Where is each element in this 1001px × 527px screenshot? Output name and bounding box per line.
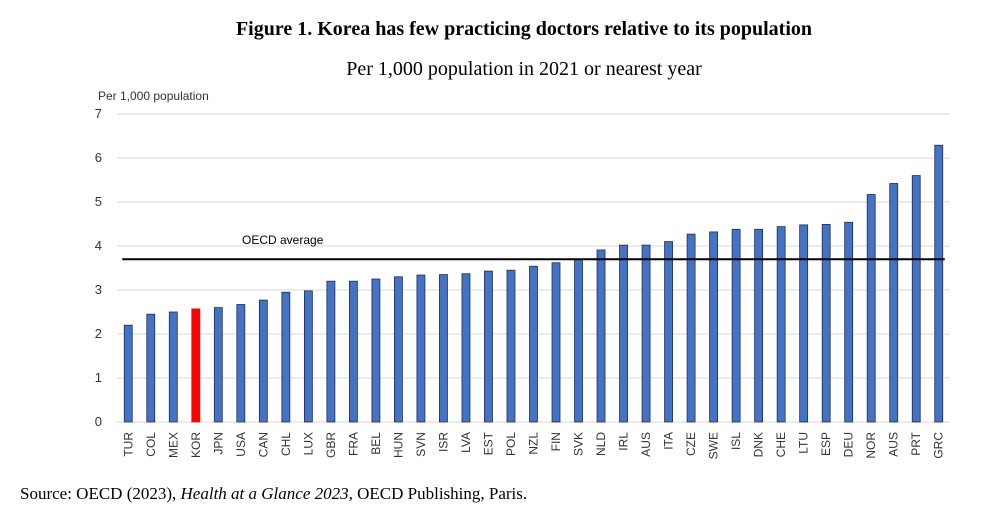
x-tick-label: LVA — [459, 432, 473, 453]
x-tick-label: ITA — [662, 432, 676, 450]
bar-tur — [123, 324, 133, 423]
bar-cze — [686, 233, 696, 423]
bar-hun — [394, 276, 403, 423]
x-tick-label: TUR — [121, 432, 135, 457]
bar-deu — [844, 221, 854, 423]
x-tick-label: POL — [504, 432, 518, 456]
gridlines — [117, 113, 950, 423]
x-tick-label: KOR — [189, 432, 203, 458]
bar-swe — [709, 231, 719, 423]
x-tick-label: SVN — [414, 432, 428, 457]
bar-lva — [461, 273, 471, 423]
bar-lux — [303, 290, 313, 423]
bar-svk — [574, 258, 583, 423]
bar-fin — [551, 262, 561, 423]
x-tick-label: FRA — [346, 432, 360, 456]
x-tick-label: BEL — [369, 432, 383, 455]
x-tick-label: NLD — [594, 432, 608, 456]
oecd-average-label: OECD average — [242, 233, 324, 247]
bar-col — [146, 313, 156, 423]
bar-jpn — [213, 307, 223, 423]
x-tick-label: LTU — [797, 432, 811, 454]
chart-subtitle: Per 1,000 population in 2021 or nearest … — [346, 58, 702, 80]
source-suffix: , OECD Publishing, Paris. — [348, 484, 528, 503]
bar-chl — [281, 291, 291, 423]
bar-aus — [889, 183, 899, 423]
x-tick-label: AUS — [639, 432, 653, 457]
x-tick-label: COL — [144, 432, 158, 457]
x-tick-label: ISL — [729, 432, 743, 450]
bar-nzl — [529, 265, 538, 423]
bar-aus — [641, 244, 651, 423]
y-tick-label: 3 — [95, 282, 102, 297]
source-note: Source: OECD (2023), Health at a Glance … — [20, 484, 527, 504]
x-tick-label: CZE — [684, 432, 698, 456]
bar-nld — [596, 249, 606, 423]
y-tick-label: 4 — [95, 238, 102, 253]
y-tick-label: 2 — [95, 326, 102, 341]
bar-ltu — [799, 224, 809, 423]
bar-chart: 0 1 2 3 4 5 6 7 Per 1,000 population TUR COL MEX K… — [95, 89, 950, 459]
bar-isr — [439, 274, 448, 423]
bar-nor — [866, 194, 876, 423]
x-tick-label: AUS — [887, 432, 901, 457]
bar-fra — [348, 280, 358, 423]
x-tick-label: CHE — [774, 432, 788, 457]
bar-prt — [911, 175, 921, 423]
y-tick-label: 7 — [95, 106, 102, 121]
bar-irl — [619, 244, 628, 423]
bar-mex — [168, 311, 178, 423]
bar-bel — [371, 278, 381, 423]
bar-ita — [664, 241, 673, 423]
bars — [123, 144, 944, 423]
x-tick-label: FIN — [549, 432, 563, 451]
x-tick-label: EST — [481, 431, 495, 455]
x-tick-label: MEX — [166, 432, 180, 458]
bar-usa — [236, 304, 246, 423]
y-tick-label: 0 — [95, 414, 102, 429]
x-tick-label: ISR — [436, 432, 450, 452]
bar-dnk — [754, 228, 764, 423]
bar-esp — [821, 224, 831, 423]
source-publication: Health at a Glance 2023 — [180, 484, 349, 503]
x-tick-label: LUX — [301, 432, 315, 455]
x-tick-label: CHL — [279, 432, 293, 456]
x-tick-label: DNK — [752, 432, 766, 457]
x-tick-label: IRL — [617, 432, 631, 451]
y-tick-label: 6 — [95, 150, 102, 165]
bar-grc — [934, 144, 944, 423]
x-tick-label: NOR — [864, 432, 878, 459]
x-tick-label: PRT — [909, 431, 923, 455]
x-tick-label: SWE — [707, 432, 721, 459]
bar-kor — [191, 308, 201, 423]
x-tick-label: NZL — [527, 432, 541, 455]
x-tick-label: GBR — [324, 432, 338, 458]
x-tick-label: SVK — [572, 432, 586, 456]
x-tick-label: CAN — [256, 432, 270, 457]
x-tick-label: GRC — [932, 432, 946, 459]
x-axis-labels: TUR COL MEX KOR JPN USA CAN CHL LUX GBR FRA BEL HUN S… — [121, 431, 945, 459]
bar-est — [484, 270, 493, 423]
bar-svn — [416, 274, 426, 423]
x-tick-label: ESP — [819, 432, 833, 456]
y-tick-label: 5 — [95, 194, 102, 209]
x-tick-label: JPN — [211, 432, 225, 455]
source-prefix: Source: OECD (2023), — [20, 484, 181, 503]
bar-pol — [506, 269, 516, 423]
chart-title: Figure 1. Korea has few practicing docto… — [235, 18, 813, 40]
bar-che — [776, 226, 786, 423]
x-tick-label: HUN — [391, 432, 405, 458]
x-tick-label: USA — [234, 432, 248, 457]
y-axis-label: Per 1,000 population — [98, 89, 209, 103]
bar-gbr — [326, 280, 336, 423]
bar-isl — [731, 228, 741, 423]
bar-can — [258, 299, 268, 423]
y-axis-ticks: 0 1 2 3 4 5 6 7 — [95, 106, 102, 429]
y-tick-label: 1 — [95, 370, 102, 385]
x-tick-label: DEU — [842, 432, 856, 457]
